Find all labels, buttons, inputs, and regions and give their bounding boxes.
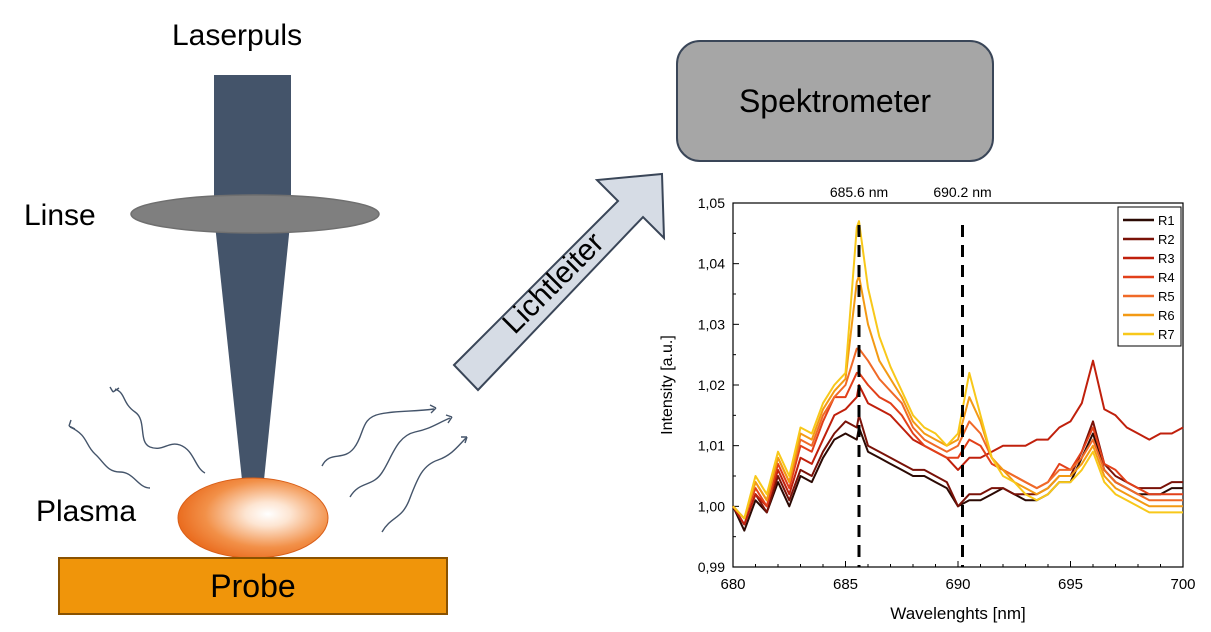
lens-label: Linse <box>24 199 96 232</box>
x-tick-label: 690 <box>945 576 970 593</box>
y-tick-label: 1,00 <box>698 498 725 514</box>
y-tick-label: 0,99 <box>698 559 725 575</box>
probe-sample: Probe <box>58 557 448 615</box>
y-tick-label: 1,02 <box>698 377 725 393</box>
spectrometer-label: Spektrometer <box>738 82 932 119</box>
plasma-label: Plasma <box>36 495 137 528</box>
y-tick-label: 1,03 <box>698 316 725 332</box>
series-line-R3 <box>732 359 1184 526</box>
x-axis-label: Wavelenghts [nm] <box>890 604 1025 623</box>
legend-label: R3 <box>1158 251 1175 266</box>
laser-beam-upper <box>214 75 291 215</box>
x-tick-label: 685 <box>833 576 858 593</box>
x-tick-label: 695 <box>1058 576 1083 593</box>
series-line-R5 <box>732 347 1183 520</box>
legend-label: R1 <box>1158 213 1175 228</box>
lens-shape <box>130 194 380 234</box>
legend-label: R5 <box>1158 289 1175 304</box>
laser-pulse-label: Laserpuls <box>172 19 303 52</box>
y-tick-label: 1,05 <box>698 195 725 211</box>
series-line-R7 <box>732 220 1183 520</box>
x-tick-label: 680 <box>720 576 745 593</box>
legend-label: R4 <box>1158 270 1175 285</box>
legend-label: R7 <box>1158 327 1175 342</box>
legend-label: R6 <box>1158 308 1175 323</box>
series-line-R6 <box>732 274 1183 520</box>
laser-beam-cone <box>214 215 291 480</box>
legend-label: R2 <box>1158 232 1175 247</box>
fiber-arrow <box>452 172 666 392</box>
emission-rays <box>68 386 468 533</box>
plot-frame <box>732 202 1184 568</box>
spectrometer-box: Spektrometer <box>676 40 994 162</box>
y-tick-label: 1,04 <box>698 256 725 272</box>
series-line-R4 <box>732 371 1183 520</box>
y-axis-label: Intensity [a.u.] <box>659 335 676 435</box>
y-tick-label: 1,01 <box>698 438 725 454</box>
x-tick-label: 700 <box>1170 576 1195 593</box>
marker-label: 685.6 nm <box>830 184 888 200</box>
probe-label: Probe <box>210 567 296 604</box>
marker-label: 690.2 nm <box>933 184 991 200</box>
